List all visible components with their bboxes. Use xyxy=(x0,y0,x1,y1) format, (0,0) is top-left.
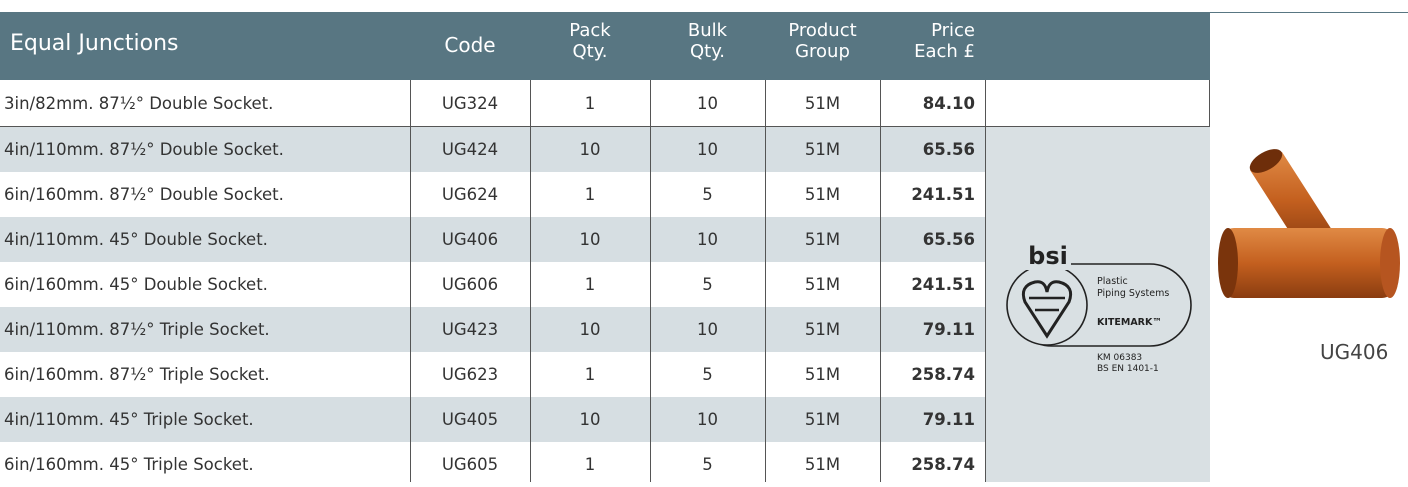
logo-brand: bsi xyxy=(1028,242,1068,270)
kitemark-logo: bsi Plastic Piping Systems KITEMARK™ KM … xyxy=(995,238,1205,378)
table-cell: 6in/160mm. 87½° Double Socket. xyxy=(4,172,414,217)
table-cell: 1 xyxy=(530,80,650,127)
table-cell: UG406 xyxy=(410,217,530,262)
header-line: Product xyxy=(765,20,880,41)
table-cell: 51M xyxy=(765,307,880,352)
table-cell: 51M xyxy=(765,80,880,127)
table-cell: UG606 xyxy=(410,262,530,307)
logo-line: Piping Systems xyxy=(1097,288,1169,299)
column-rule xyxy=(985,80,986,482)
table-cell: 4in/110mm. 45° Triple Socket. xyxy=(4,397,414,442)
table-cell: 10 xyxy=(650,397,765,442)
column-rule xyxy=(880,80,881,482)
table-cell: 10 xyxy=(530,127,650,172)
table-cell: 6in/160mm. 45° Double Socket. xyxy=(4,262,414,307)
table-cell: 51M xyxy=(765,127,880,172)
row-rule xyxy=(0,126,1210,127)
header-line: Price xyxy=(880,20,975,41)
header-line: Pack xyxy=(530,20,650,41)
table-cell: 1 xyxy=(530,262,650,307)
table-cell: 51M xyxy=(765,397,880,442)
header-line: Qty. xyxy=(650,41,765,62)
table-cell: UG424 xyxy=(410,127,530,172)
table-cell: 10 xyxy=(650,80,765,127)
table-cell: 10 xyxy=(530,397,650,442)
column-rule xyxy=(1209,80,1210,127)
table-cell: 258.74 xyxy=(880,442,975,487)
table-cell: 51M xyxy=(765,172,880,217)
table-cell: 4in/110mm. 87½° Double Socket. xyxy=(4,127,414,172)
table-cell: 84.10 xyxy=(880,80,975,127)
table-cell: 5 xyxy=(650,352,765,397)
product-image xyxy=(1212,130,1408,310)
table-cell: 79.11 xyxy=(880,307,975,352)
table-cell: 6in/160mm. 45° Triple Socket. xyxy=(4,442,414,487)
column-rule xyxy=(765,80,766,482)
logo-note: BS EN 1401-1 xyxy=(1097,364,1159,374)
table-cell: 65.56 xyxy=(880,217,975,262)
header-line: Bulk xyxy=(650,20,765,41)
header-cell: Equal Junctions xyxy=(10,33,420,54)
header-line: Qty. xyxy=(530,41,650,62)
table-cell: 258.74 xyxy=(880,352,975,397)
table-cell: UG324 xyxy=(410,80,530,127)
column-rule xyxy=(410,80,411,482)
logo-line: Plastic xyxy=(1097,276,1128,287)
table-cell: 3in/82mm. 87½° Double Socket. xyxy=(4,80,414,127)
top-rule xyxy=(0,12,1408,13)
column-rule xyxy=(530,80,531,482)
table-cell: 6in/160mm. 87½° Triple Socket. xyxy=(4,352,414,397)
header-cell: Code xyxy=(410,35,530,56)
page: Equal JunctionsCodePackQty.BulkQty.Produ… xyxy=(0,0,1408,482)
table-cell: 1 xyxy=(530,352,650,397)
table-cell: UG605 xyxy=(410,442,530,487)
table-cell: 4in/110mm. 87½° Triple Socket. xyxy=(4,307,414,352)
table-cell: 10 xyxy=(650,307,765,352)
table-cell: 1 xyxy=(530,172,650,217)
pipe-junction xyxy=(1218,144,1400,298)
logo-note: KM 06383 xyxy=(1097,353,1142,363)
table-cell: 1 xyxy=(530,442,650,487)
table-cell: UG624 xyxy=(410,172,530,217)
table-cell: 5 xyxy=(650,172,765,217)
table-cell: UG423 xyxy=(410,307,530,352)
header-line: Group xyxy=(765,41,880,62)
table-cell: 5 xyxy=(650,262,765,307)
table-cell: 10 xyxy=(650,127,765,172)
column-rule xyxy=(650,80,651,482)
header-line: Each £ xyxy=(880,41,975,62)
table-cell: 65.56 xyxy=(880,127,975,172)
table-cell: 10 xyxy=(650,217,765,262)
table-cell: 51M xyxy=(765,442,880,487)
table-cell: UG623 xyxy=(410,352,530,397)
image-caption: UG406 xyxy=(1320,340,1408,364)
logo-mark: KITEMARK™ xyxy=(1097,317,1162,328)
table-cell: 241.51 xyxy=(880,172,975,217)
table-cell: 4in/110mm. 45° Double Socket. xyxy=(4,217,414,262)
table-cell: 10 xyxy=(530,217,650,262)
table-cell: 10 xyxy=(530,307,650,352)
table-cell: 51M xyxy=(765,217,880,262)
table-cell: 51M xyxy=(765,262,880,307)
table-cell: 241.51 xyxy=(880,262,975,307)
table-cell: 79.11 xyxy=(880,397,975,442)
logo-circle xyxy=(1007,265,1087,345)
table-cell: 51M xyxy=(765,352,880,397)
table-cell: UG405 xyxy=(410,397,530,442)
table-cell: 5 xyxy=(650,442,765,487)
